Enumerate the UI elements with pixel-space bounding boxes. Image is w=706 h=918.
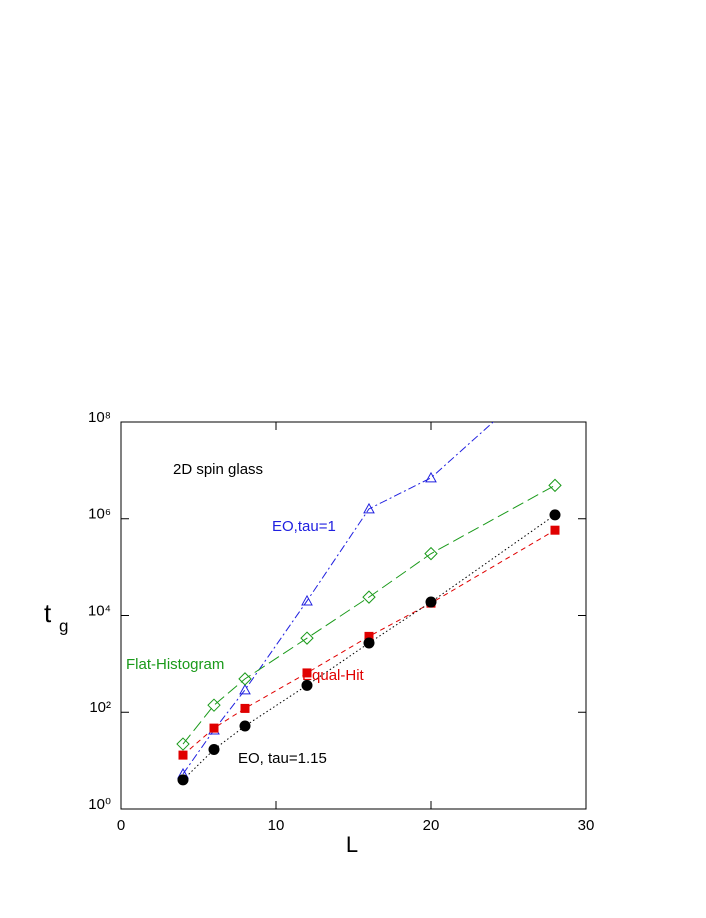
marker — [176, 737, 190, 751]
x-tick-label: 20 — [423, 817, 440, 834]
marker — [238, 672, 252, 686]
series-label: EO,tau=1 — [272, 518, 336, 535]
y-axis-label: t — [44, 598, 52, 628]
marker — [240, 703, 250, 713]
marker — [302, 668, 312, 678]
x-axis-label: L — [346, 832, 358, 857]
y-tick-label: 10⁴ — [88, 602, 111, 619]
plot-area — [176, 362, 562, 786]
marker — [550, 362, 560, 371]
marker — [549, 509, 561, 521]
marker — [425, 596, 437, 608]
annotation: 2D spin glass — [173, 461, 263, 478]
series-line — [182, 422, 494, 775]
plot-frame — [120, 421, 587, 810]
x-tick-label: 30 — [578, 817, 595, 834]
marker — [301, 594, 313, 606]
marker — [239, 720, 251, 732]
series-label: EO, tau=1.15 — [238, 750, 327, 767]
marker — [300, 631, 314, 645]
marker — [301, 679, 313, 691]
y-tick-label: 10² — [89, 699, 111, 716]
series-line — [182, 484, 556, 745]
marker — [363, 502, 375, 514]
series-label: Equal-Hit — [302, 667, 365, 684]
marker — [239, 683, 251, 695]
marker — [178, 750, 188, 760]
x-tick-label: 10 — [268, 817, 285, 834]
marker — [550, 525, 560, 535]
marker — [364, 631, 374, 641]
marker — [425, 471, 437, 483]
marker — [209, 723, 219, 733]
y-tick-label: 10⁸ — [88, 409, 111, 426]
marker — [207, 698, 221, 712]
x-tick-label: 0 — [117, 817, 125, 834]
y-tick-label: 10⁶ — [88, 506, 111, 523]
series-label: Flat-Histogram — [126, 656, 224, 673]
marker — [363, 637, 375, 649]
marker — [208, 743, 220, 755]
marker — [177, 774, 189, 786]
marker — [362, 590, 376, 604]
marker — [548, 478, 562, 493]
y-axis-label-sub: g — [59, 616, 68, 635]
y-tick-label: 10⁰ — [88, 796, 111, 813]
marker — [424, 546, 438, 561]
